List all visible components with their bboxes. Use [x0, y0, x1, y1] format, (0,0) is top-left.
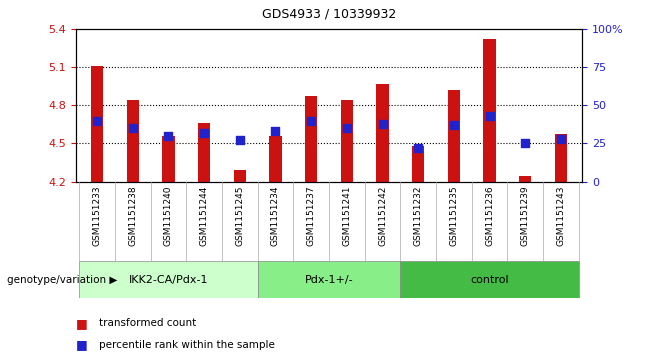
Bar	[198, 123, 211, 182]
Bar	[269, 136, 282, 182]
Bar	[484, 39, 496, 182]
Point	[484, 113, 495, 119]
Text: GSM1151238: GSM1151238	[128, 185, 138, 246]
Text: Pdx-1+/-: Pdx-1+/-	[305, 274, 353, 285]
Bar	[341, 100, 353, 182]
Bar	[305, 97, 317, 182]
Text: GDS4933 / 10339932: GDS4933 / 10339932	[262, 7, 396, 20]
Point	[520, 140, 530, 146]
Text: ■: ■	[76, 317, 88, 330]
Text: percentile rank within the sample: percentile rank within the sample	[99, 340, 274, 350]
Text: GSM1151237: GSM1151237	[307, 185, 316, 246]
Point	[92, 118, 103, 123]
Point	[555, 136, 566, 142]
Text: IKK2-CA/Pdx-1: IKK2-CA/Pdx-1	[129, 274, 208, 285]
Point	[199, 130, 209, 136]
Point	[270, 128, 281, 134]
Text: GSM1151233: GSM1151233	[93, 185, 101, 246]
Point	[234, 138, 245, 143]
Text: GSM1151232: GSM1151232	[414, 185, 422, 246]
Bar	[162, 136, 174, 182]
Bar	[258, 261, 400, 298]
Text: GSM1151235: GSM1151235	[449, 185, 459, 246]
Bar	[447, 90, 460, 182]
Text: transformed count: transformed count	[99, 318, 196, 328]
Point	[128, 125, 138, 131]
Text: control: control	[470, 274, 509, 285]
Bar	[519, 176, 532, 182]
Point	[163, 133, 174, 139]
Bar	[412, 146, 424, 182]
Point	[377, 121, 388, 126]
Bar	[400, 261, 579, 298]
Bar	[376, 84, 389, 182]
Bar	[126, 100, 139, 182]
Point	[306, 118, 316, 123]
Text: GSM1151243: GSM1151243	[557, 185, 565, 246]
Text: GSM1151236: GSM1151236	[485, 185, 494, 246]
Text: GSM1151240: GSM1151240	[164, 185, 173, 246]
Text: ■: ■	[76, 338, 88, 351]
Bar	[555, 134, 567, 182]
Bar	[79, 261, 258, 298]
Text: GSM1151242: GSM1151242	[378, 185, 387, 246]
Text: GSM1151234: GSM1151234	[271, 185, 280, 246]
Point	[413, 145, 424, 151]
Bar	[91, 66, 103, 182]
Text: genotype/variation ▶: genotype/variation ▶	[7, 274, 117, 285]
Bar	[234, 170, 246, 182]
Point	[342, 125, 352, 131]
Text: GSM1151245: GSM1151245	[236, 185, 244, 246]
Point	[449, 122, 459, 128]
Text: GSM1151239: GSM1151239	[520, 185, 530, 246]
Text: GSM1151241: GSM1151241	[342, 185, 351, 246]
Text: GSM1151244: GSM1151244	[199, 185, 209, 246]
